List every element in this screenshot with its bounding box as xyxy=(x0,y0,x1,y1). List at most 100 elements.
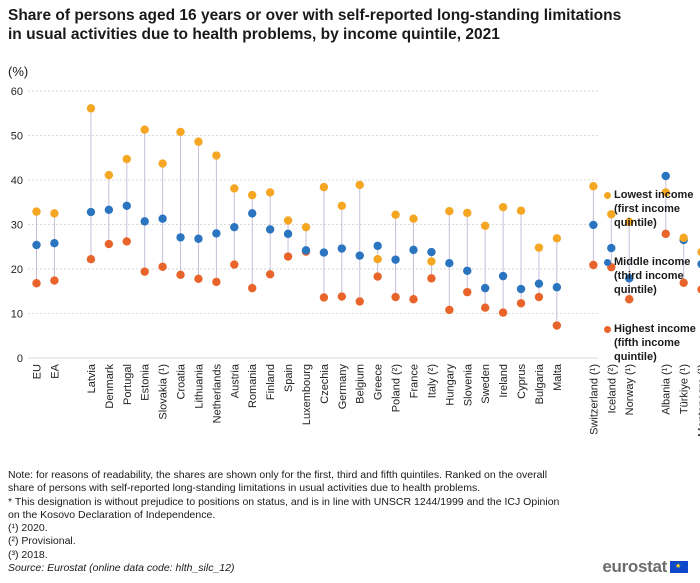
data-point-middle xyxy=(480,283,490,293)
data-point-middle xyxy=(697,260,700,268)
data-point-highest xyxy=(391,292,400,302)
data-point-middle xyxy=(212,229,221,238)
data-point-middle xyxy=(391,255,400,264)
data-point-middle xyxy=(248,209,257,218)
x-tick-label: Denmark xyxy=(104,364,116,409)
data-point-lowest xyxy=(50,209,59,218)
data-point-highest xyxy=(194,274,203,283)
x-tick-label: Bulgaria xyxy=(534,363,546,404)
data-point-lowest xyxy=(679,233,688,243)
data-point-lowest xyxy=(194,137,203,146)
data-point-highest xyxy=(463,287,472,297)
data-point-middle xyxy=(534,279,544,288)
data-point-middle xyxy=(355,251,364,260)
data-point-highest xyxy=(697,285,700,294)
data-point-middle xyxy=(589,220,598,230)
data-point-highest xyxy=(212,277,221,287)
data-point-middle xyxy=(516,284,526,294)
data-point-lowest xyxy=(104,170,114,180)
legend-label-middle: Middle income (third income quintile) xyxy=(614,256,691,296)
data-point-middle xyxy=(319,248,329,257)
data-point-highest xyxy=(50,276,59,285)
data-point-middle xyxy=(158,214,167,223)
data-point-lowest xyxy=(427,257,436,266)
footnotes: Note: for reasons of readability, the sh… xyxy=(8,469,568,575)
data-point-highest xyxy=(409,295,418,304)
legend-marker-lowest xyxy=(604,192,611,199)
data-point-lowest xyxy=(661,188,670,197)
data-point-highest xyxy=(589,260,598,270)
data-point-lowest xyxy=(589,182,598,191)
data-point-highest xyxy=(373,272,382,281)
note-2018: (³) 2018. xyxy=(8,548,48,561)
x-tick-label: EA xyxy=(49,363,61,378)
data-point-lowest xyxy=(409,214,418,223)
y-tick-label: 0 xyxy=(17,353,23,365)
data-point-highest xyxy=(516,299,526,308)
x-tick-label: Norway (¹) xyxy=(624,364,636,415)
x-tick-label: Portugal xyxy=(122,364,134,405)
data-point-middle xyxy=(104,205,114,215)
data-point-highest xyxy=(122,237,131,246)
data-point-highest xyxy=(534,292,544,302)
note-kosovo: * This designation is without prejudice … xyxy=(8,495,560,521)
data-point-lowest xyxy=(552,234,562,243)
data-point-middle xyxy=(445,259,454,268)
data-point-lowest xyxy=(534,243,544,252)
data-point-lowest xyxy=(248,190,257,200)
x-tick-label: Cyprus xyxy=(516,364,528,399)
y-unit-label: (%) xyxy=(8,64,29,79)
data-point-highest xyxy=(625,295,634,304)
y-tick-label: 50 xyxy=(11,131,23,143)
data-point-lowest xyxy=(32,207,41,216)
data-point-highest xyxy=(283,252,293,261)
data-point-lowest xyxy=(158,159,167,168)
data-point-middle xyxy=(140,217,149,226)
data-point-middle xyxy=(607,243,616,253)
data-point-lowest xyxy=(498,202,508,212)
x-tick-label: Austria xyxy=(229,363,241,398)
x-tick-label: Poland (²) xyxy=(391,364,403,412)
note-2020: (¹) 2020. xyxy=(8,522,48,535)
x-tick-label: Ireland xyxy=(498,364,510,398)
x-tick-label: Luxembourg xyxy=(301,364,313,425)
data-point-highest xyxy=(230,260,239,269)
data-point-middle xyxy=(625,274,634,283)
data-point-lowest xyxy=(355,180,364,190)
x-tick-label: Romania xyxy=(247,363,259,408)
legend-marker-highest xyxy=(604,326,611,333)
legend-label-highest: Highest income (fifth income quintile) xyxy=(614,323,696,363)
data-point-lowest xyxy=(301,222,311,232)
data-point-middle xyxy=(50,238,59,248)
data-point-highest xyxy=(140,267,149,276)
x-tick-label: Spain xyxy=(283,364,295,392)
x-tick-label: Greece xyxy=(373,364,385,400)
x-tick-label: Hungary xyxy=(444,364,456,406)
note-provisional: (²) Provisional. xyxy=(8,535,76,548)
data-point-middle xyxy=(463,266,472,275)
data-point-middle xyxy=(301,246,311,255)
x-tick-label: Slovenia xyxy=(462,363,474,406)
note-readability: Note: for reasons of readability, the sh… xyxy=(8,469,548,495)
data-point-middle xyxy=(337,244,347,253)
x-tick-label: Slovakia (¹) xyxy=(158,364,170,420)
x-tick-label: Malta xyxy=(552,363,564,391)
data-point-middle xyxy=(498,271,508,281)
x-tick-label: Germany xyxy=(337,364,349,410)
x-tick-label: Türkiye (¹) xyxy=(679,364,691,414)
data-point-middle xyxy=(86,207,96,217)
eurostat-logo: eurostat xyxy=(602,557,688,577)
data-point-highest xyxy=(445,305,454,315)
legend-label-lowest: Lowest income (first income quintile) xyxy=(614,189,694,229)
data-point-highest xyxy=(661,229,670,239)
chart-title: Share of persons aged 16 years or over w… xyxy=(8,7,622,43)
data-point-highest xyxy=(427,274,436,283)
data-point-lowest xyxy=(607,210,616,219)
data-point-lowest xyxy=(697,248,700,256)
x-tick-label: Italy (²) xyxy=(426,364,438,398)
data-point-middle xyxy=(373,241,382,251)
data-point-lowest xyxy=(516,206,526,215)
x-tick-label: France xyxy=(409,364,421,398)
data-point-highest xyxy=(32,279,41,288)
y-tick-label: 30 xyxy=(11,220,23,232)
